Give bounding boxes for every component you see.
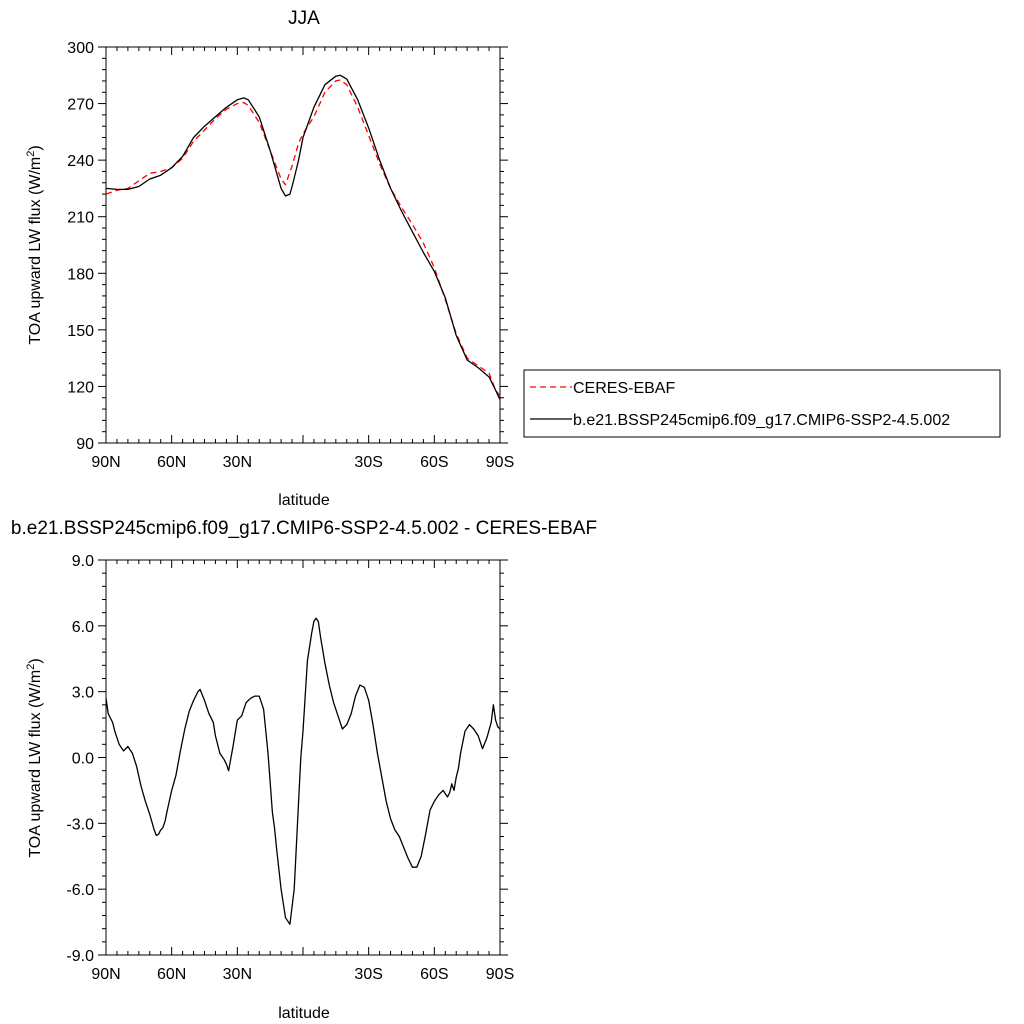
bottom-ytick-label: 0.0 [72, 751, 94, 768]
top-xtick-label: 30S [354, 454, 382, 471]
top-ytick-label: 210 [67, 210, 94, 227]
top-plot-series [105, 74, 501, 400]
bottom-xtick-label: 90S [486, 966, 514, 983]
top-series-line-0 [105, 79, 501, 397]
bottom-series-line-0 [105, 617, 501, 925]
bottom-plot-ylabel: TOA upward LW flux (W/m2) [25, 658, 44, 857]
bottom-plot-axes: 90N 60N 30N 30S 60S 90S -9.0 -6.0 -3.0 0.0 3.0 6.0 9… [66, 553, 514, 983]
bottom-ytick-label: 3.0 [72, 685, 94, 702]
bottom-ytick-label: -6.0 [66, 882, 94, 899]
top-xtick-label: 90N [91, 454, 120, 471]
top-xtick-label: 60S [420, 454, 448, 471]
top-xtick-label: 30N [223, 454, 252, 471]
top-series-line-1 [105, 74, 501, 400]
bottom-ytick-label: 9.0 [72, 553, 94, 570]
bottom-xtick-label: 30S [354, 966, 382, 983]
top-ytick-label: 90 [76, 436, 94, 453]
bottom-xtick-label: 60S [420, 966, 448, 983]
top-plot-axes: 90N 60N 30N 30S 60S 90S 90 120 150 180 210 240 270 30… [67, 40, 514, 471]
legend-box [523, 369, 1001, 438]
legend: CERES-EBAF b.e21.BSSP245cmip6.f09_g17.CM… [523, 369, 1001, 438]
bottom-plot: b.e21.BSSP245cmip6.f09_g17.CMIP6-SSP2-4.… [11, 518, 597, 1022]
top-ytick-label: 240 [67, 153, 94, 170]
bottom-plot-xlabel: latitude [278, 1005, 330, 1022]
top-ytick-label: 150 [67, 323, 94, 340]
top-xtick-label: 60N [157, 454, 186, 471]
bottom-ytick-label: -9.0 [66, 948, 94, 965]
legend-label-ceres: CERES-EBAF [573, 380, 675, 397]
top-ytick-label: 180 [67, 266, 94, 283]
bottom-ytick-label: 6.0 [72, 619, 94, 636]
bottom-xtick-label: 30N [223, 966, 252, 983]
top-plot-title: JJA [288, 8, 320, 29]
top-ytick-label: 120 [67, 379, 94, 396]
top-plot: JJA 90N 60N 30N 30S 60S 90S 90 120 150 180 210 240 2… [25, 8, 514, 509]
bottom-plot-series [105, 617, 501, 925]
top-xtick-label: 90S [486, 454, 514, 471]
top-plot-ylabel: TOA upward LW flux (W/m2) [25, 145, 44, 344]
bottom-frame [105, 559, 501, 956]
bottom-ytick-label: -3.0 [66, 816, 94, 833]
bottom-xtick-label: 60N [157, 966, 186, 983]
top-ytick-label: 300 [67, 40, 94, 57]
top-ytick-label: 270 [67, 97, 94, 114]
legend-label-model: b.e21.BSSP245cmip6.f09_g17.CMIP6-SSP2-4.… [573, 412, 950, 429]
bottom-plot-title: b.e21.BSSP245cmip6.f09_g17.CMIP6-SSP2-4.… [11, 518, 597, 539]
bottom-xtick-label: 90N [91, 966, 120, 983]
top-frame [105, 46, 501, 444]
top-plot-xlabel: latitude [278, 492, 330, 509]
